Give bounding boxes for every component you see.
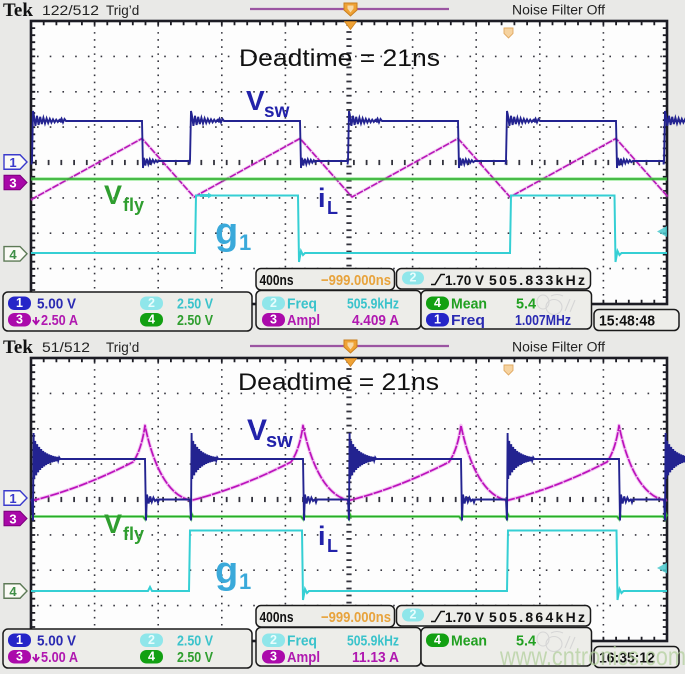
svg-text:1.70 V: 1.70 V — [445, 273, 484, 288]
svg-text:1: 1 — [434, 313, 441, 327]
svg-text:g: g — [215, 550, 238, 592]
svg-text:4: 4 — [9, 584, 17, 599]
svg-text:505.9kHz: 505.9kHz — [347, 296, 399, 313]
svg-text:Freq: Freq — [287, 633, 317, 650]
svg-text:Trig’d: Trig’d — [106, 3, 139, 18]
svg-text:3: 3 — [270, 313, 277, 327]
svg-text:2.50 A: 2.50 A — [41, 312, 78, 329]
svg-text:V: V — [246, 85, 265, 116]
svg-text:Ampl: Ampl — [287, 649, 320, 666]
svg-text:fly: fly — [123, 195, 144, 215]
svg-text:2: 2 — [148, 633, 155, 647]
svg-text:1: 1 — [16, 296, 23, 310]
svg-text:4: 4 — [434, 633, 441, 647]
svg-text:4: 4 — [434, 296, 441, 310]
svg-text:1: 1 — [9, 155, 16, 170]
svg-text:2.50 V: 2.50 V — [177, 312, 213, 329]
svg-text:www.cntronics.com: www.cntronics.com — [499, 641, 685, 671]
svg-text:i: i — [318, 183, 326, 213]
svg-text:Deadtime = 21ns: Deadtime = 21ns — [239, 45, 440, 72]
svg-text:505.864kHz: 505.864kHz — [489, 609, 585, 625]
svg-text:15:48:48: 15:48:48 — [599, 313, 655, 330]
svg-text:V: V — [104, 509, 122, 539]
svg-text:Ampl: Ampl — [287, 312, 320, 329]
svg-text:4.409 A: 4.409 A — [352, 312, 399, 329]
svg-text:Tek: Tek — [3, 337, 33, 358]
svg-text:5.00 V: 5.00 V — [37, 633, 76, 650]
svg-text:2: 2 — [270, 633, 277, 647]
svg-text:−999.000ns: −999.000ns — [321, 272, 391, 289]
svg-text:L: L — [327, 536, 338, 556]
svg-text:Freq: Freq — [451, 312, 485, 329]
svg-text:L: L — [327, 198, 338, 218]
svg-text:505.9kHz: 505.9kHz — [347, 633, 399, 650]
svg-text:2.50 V: 2.50 V — [177, 633, 213, 650]
svg-text:1.007MHz: 1.007MHz — [515, 312, 571, 329]
svg-text:400ns: 400ns — [260, 272, 294, 289]
svg-text:122/512: 122/512 — [42, 3, 99, 18]
svg-text:g: g — [215, 211, 238, 253]
svg-text:1.70 V: 1.70 V — [445, 610, 484, 625]
svg-text:505.833kHz: 505.833kHz — [489, 272, 585, 288]
svg-text:4: 4 — [148, 650, 155, 664]
svg-text:Mean: Mean — [451, 633, 487, 650]
svg-text:4: 4 — [148, 313, 155, 327]
svg-text:Trig’d: Trig’d — [106, 340, 139, 355]
svg-text:sw: sw — [266, 430, 293, 452]
svg-text:Freq: Freq — [287, 296, 317, 313]
svg-text:Mean: Mean — [451, 296, 487, 313]
svg-text:16:35:12: 16:35:12 — [599, 650, 655, 667]
svg-text:2: 2 — [148, 296, 155, 310]
svg-text:1: 1 — [239, 230, 251, 255]
svg-text:1: 1 — [9, 491, 16, 506]
svg-text:3: 3 — [16, 650, 23, 664]
svg-text:1: 1 — [239, 569, 251, 594]
svg-text:Noise Filter Off: Noise Filter Off — [512, 340, 605, 355]
svg-text:3: 3 — [16, 313, 23, 327]
svg-text:4: 4 — [9, 247, 17, 262]
svg-text:Tek: Tek — [3, 0, 33, 21]
svg-text:3: 3 — [270, 650, 277, 664]
svg-text:2: 2 — [410, 271, 417, 285]
svg-text:−999.000ns: −999.000ns — [321, 609, 391, 626]
svg-text:i: i — [318, 521, 326, 551]
svg-text:5.4: 5.4 — [516, 633, 537, 650]
svg-text:400ns: 400ns — [260, 609, 294, 626]
svg-text:2: 2 — [270, 296, 277, 310]
svg-text:1: 1 — [16, 633, 23, 647]
svg-text:V: V — [247, 414, 267, 447]
svg-text:2: 2 — [410, 608, 417, 622]
svg-text:3: 3 — [9, 176, 16, 191]
svg-text:5.00 V: 5.00 V — [37, 296, 76, 313]
svg-text:sw: sw — [264, 101, 290, 122]
svg-text:Noise Filter Off: Noise Filter Off — [512, 3, 605, 18]
svg-text:2.50 V: 2.50 V — [177, 296, 213, 313]
svg-text:51/512: 51/512 — [42, 340, 90, 355]
svg-text:5.4: 5.4 — [516, 296, 537, 313]
svg-text:fly: fly — [123, 524, 144, 544]
svg-text:11.13 A: 11.13 A — [352, 649, 399, 666]
svg-text:3: 3 — [9, 512, 16, 527]
svg-text:V: V — [104, 180, 122, 210]
svg-text:2.50 V: 2.50 V — [177, 649, 213, 666]
svg-text:Deadtime = 21ns: Deadtime = 21ns — [238, 369, 439, 396]
svg-text:5.00 A: 5.00 A — [41, 649, 78, 666]
